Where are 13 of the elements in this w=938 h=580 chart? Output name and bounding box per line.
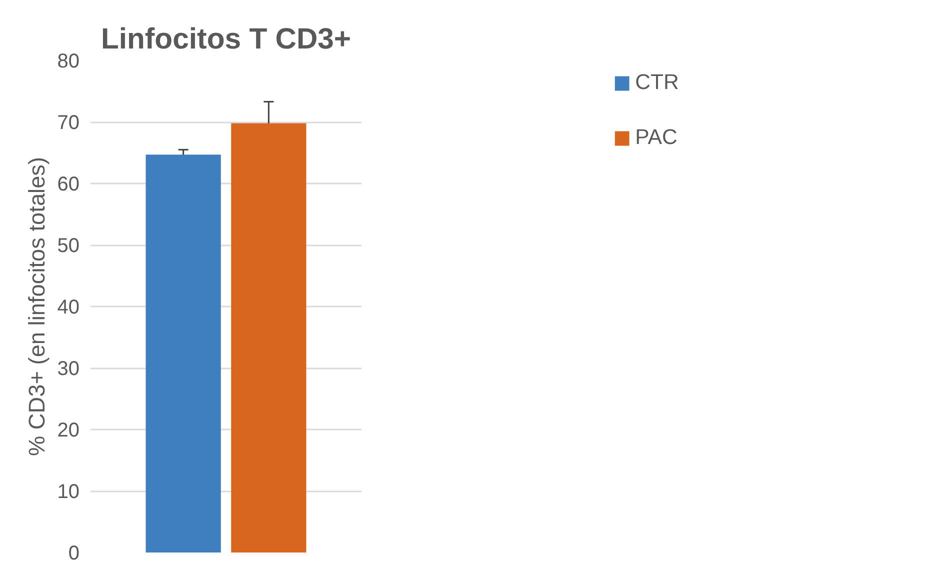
y-axis-title: % CD3+ (en linfocitos totales) xyxy=(23,156,50,456)
y-tick-label: 80 xyxy=(57,50,80,72)
y-tick-label: 70 xyxy=(57,112,80,134)
y-tick-label: 50 xyxy=(57,235,80,257)
y-tick-label: 10 xyxy=(57,481,80,503)
chart-title: Linfocitos T CD3+ xyxy=(100,22,352,56)
y-tick-label: 40 xyxy=(57,296,80,318)
y-tick-label: 20 xyxy=(57,420,80,442)
y-tick-label: 30 xyxy=(57,358,80,380)
y-tick-label: 0 xyxy=(68,542,80,564)
legend-label: PAC xyxy=(635,125,678,150)
legend-label: CTR xyxy=(635,70,679,95)
y-tick-label: 60 xyxy=(57,174,80,196)
